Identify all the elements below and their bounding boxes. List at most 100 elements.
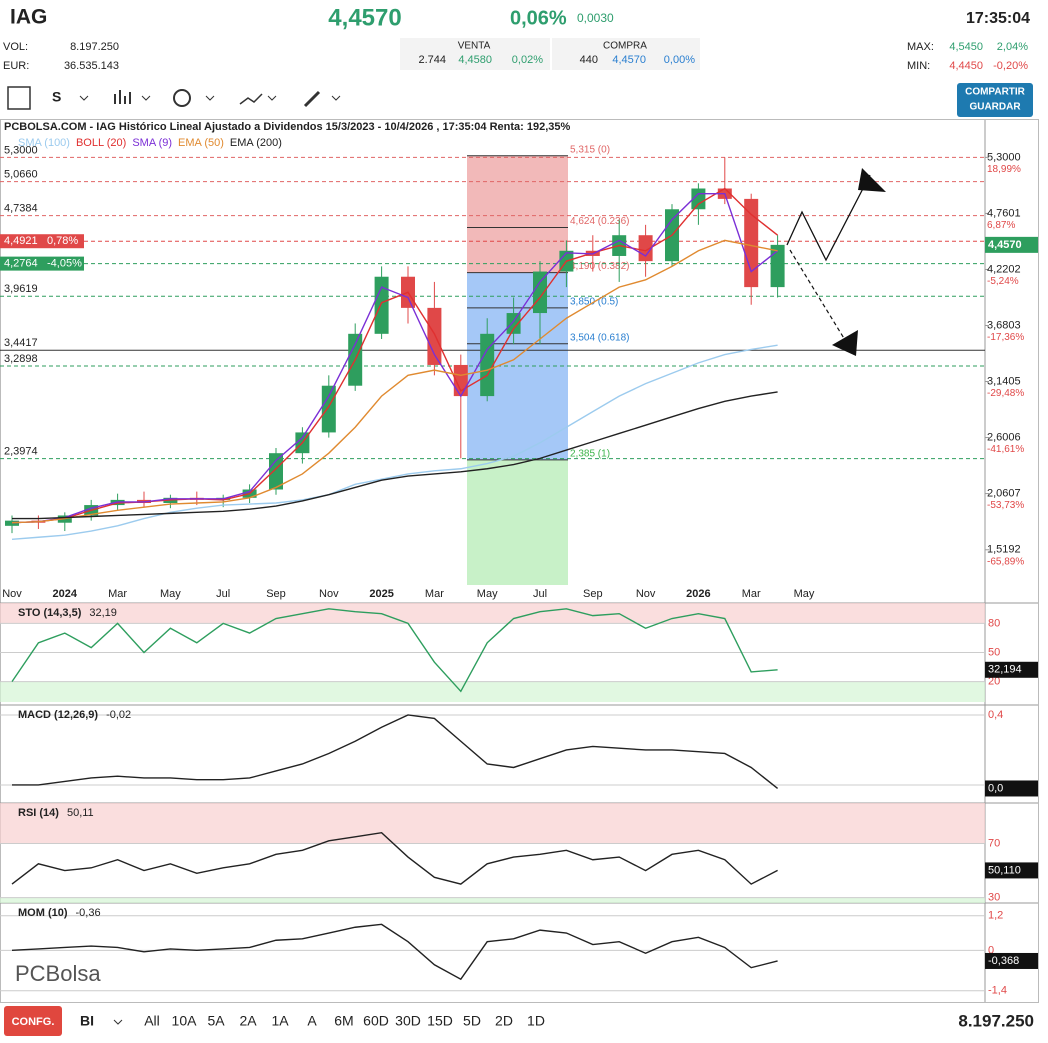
x-tick-label: Sep (266, 588, 286, 600)
x-tick-label: Jul (216, 588, 230, 600)
period[interactable]: S (52, 89, 61, 105)
y-tick-label: 80 (988, 617, 1000, 629)
y-tick-label: 70 (988, 837, 1000, 849)
chart-type-icon[interactable] (114, 90, 131, 104)
compra-pct: 0,00% (664, 54, 695, 66)
x-tick-label: Nov (636, 588, 656, 600)
range-button[interactable]: A (307, 1013, 317, 1029)
overbought-band (0, 803, 985, 844)
oversold-band (0, 897, 985, 903)
fib-label: 2,385 (1) (570, 449, 610, 460)
y-tick-label: 3,1405 (987, 375, 1021, 387)
candle-body (506, 313, 521, 334)
min-label: MIN: (907, 60, 930, 72)
save[interactable]: GUARDAR (969, 102, 1021, 113)
x-tick-label: Jul (533, 588, 547, 600)
config-button[interactable] (4, 1006, 62, 1036)
watermark: PCBolsa (15, 961, 101, 986)
range-button[interactable]: 5A (207, 1013, 225, 1029)
y-tick-change: -65,89% (987, 556, 1024, 567)
symbol: IAG (10, 6, 47, 29)
change: 0,0030 (577, 11, 614, 25)
last-value-box (985, 952, 1038, 969)
candle-body (321, 385, 336, 433)
panel-title: RSI (14) (18, 807, 59, 819)
vol-label: VOL: (3, 41, 28, 53)
last-value-label: 50,110 (988, 864, 1021, 876)
range-button[interactable]: 1D (527, 1013, 545, 1029)
eur-label: EUR: (3, 60, 29, 72)
panel-toggle[interactable] (7, 86, 31, 110)
level-label: 3,4417 (4, 337, 38, 349)
charts: 5,315 (0)4,624 (0.236)4,190 (0.382)3,850… (0, 119, 1039, 1003)
last-value-label: -0,368 (988, 955, 1019, 967)
level-label: 4,7384 (4, 203, 38, 215)
mode-arrow (113, 1019, 123, 1025)
range-button[interactable]: 15D (427, 1013, 453, 1029)
change-pct: 0,06% (510, 7, 567, 29)
min-pct: -0,20% (993, 60, 1028, 72)
overlay-line (11, 192, 779, 524)
panel-value: -0,02 (106, 709, 131, 721)
candle-body (480, 333, 495, 397)
candle-body (427, 307, 442, 365)
eur: 36.535.143 (64, 60, 119, 72)
candle-body (744, 198, 759, 288)
y-tick-label: 2,0607 (987, 487, 1021, 499)
overlay-line (11, 239, 778, 524)
legend-entry: SMA (100) (18, 137, 70, 149)
indicator-line (11, 608, 778, 693)
time: 17:35:04 (966, 10, 1030, 27)
y-tick-label: 1,5192 (987, 544, 1021, 556)
x-tick-label: Mar (742, 588, 761, 600)
share[interactable]: COMPARTIR (965, 87, 1026, 98)
draw-icon[interactable] (303, 90, 321, 108)
min-price: 4,4450 (949, 60, 983, 72)
legend-entry: EMA (200) (230, 137, 282, 149)
overbought-band (0, 603, 985, 624)
overlay-line (11, 344, 778, 541)
x-tick-label: Sep (583, 588, 603, 600)
share-button[interactable] (957, 83, 1033, 117)
config[interactable]: CONFG. (12, 1016, 55, 1028)
footer-volume: 8.197.250 (958, 1011, 1034, 1030)
range-button[interactable]: All (144, 1013, 160, 1029)
range-button[interactable]: 5D (463, 1013, 481, 1029)
legend-entry: BOLL (20) (76, 137, 126, 149)
y-tick-change: -5,24% (987, 276, 1019, 287)
y-tick-label: 1,2 (988, 910, 1003, 922)
panel-value: 32,19 (89, 607, 117, 619)
x-tick-label: Mar (108, 588, 127, 600)
range-button[interactable]: 60D (363, 1013, 389, 1029)
y-tick-label: 0,4 (988, 709, 1003, 721)
y-tick-change: 18,99% (987, 164, 1021, 175)
settings-icon[interactable] (173, 89, 191, 107)
last-value-box (985, 862, 1038, 879)
level-box (0, 256, 84, 271)
price: 4,4570 (328, 4, 401, 31)
fib-label: 5,315 (0) (570, 144, 610, 155)
projection-up (786, 174, 871, 262)
level-label: 3,2898 (4, 353, 38, 365)
range-button[interactable]: 10A (172, 1013, 198, 1029)
range-button[interactable]: 1A (271, 1013, 289, 1029)
x-tick-label: May (477, 588, 498, 600)
mode[interactable]: BI (80, 1013, 94, 1029)
y-tick-label: 20 (988, 676, 1000, 688)
fib-label: 4,190 (0.382) (570, 261, 630, 272)
range-button[interactable]: 30D (395, 1013, 421, 1029)
oversold-band (0, 681, 985, 702)
y-tick-change: 6,87% (987, 220, 1015, 231)
range-button[interactable]: 2A (239, 1013, 257, 1029)
max-label: MAX: (907, 41, 934, 53)
max-pct: 2,04% (997, 41, 1028, 53)
y-tick-change: -53,73% (987, 500, 1024, 511)
overlay-line (11, 187, 779, 524)
fib-label: 3,504 (0.618) (570, 332, 630, 343)
range-button[interactable]: 6M (334, 1013, 353, 1029)
range-button[interactable]: 2D (495, 1013, 513, 1029)
max-price: 4,5450 (949, 41, 983, 53)
indicator-icon[interactable] (239, 93, 263, 105)
vol: 8.197.250 (70, 41, 119, 53)
